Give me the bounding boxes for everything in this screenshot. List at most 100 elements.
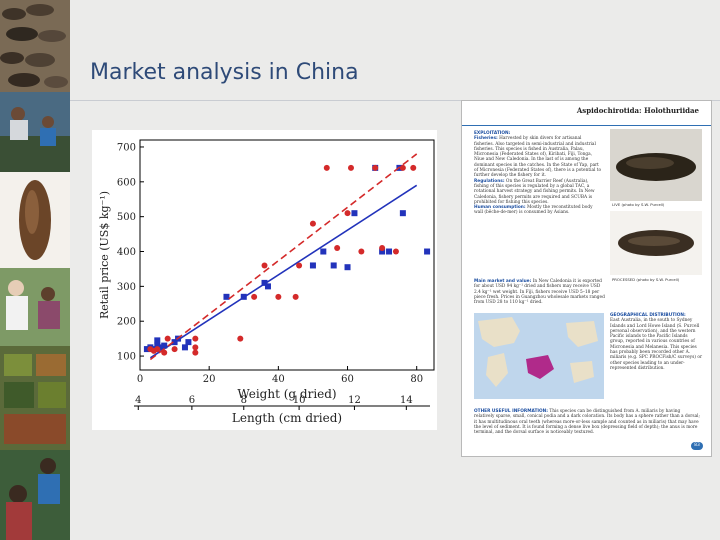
circle-marker (251, 293, 258, 300)
photo-strip (0, 0, 70, 540)
circle-marker (372, 164, 379, 171)
square-marker (330, 262, 337, 269)
live-specimen-photo (610, 129, 702, 201)
circle-marker (192, 335, 199, 342)
exploitation-heading: EXPLOITATION: (474, 131, 511, 136)
species-fact-sheet: Aspidochirotida: Holothuriidae EXPLOITAT… (461, 100, 712, 457)
fact-sheet-header: Aspidochirotida: Holothuriidae (462, 101, 711, 126)
regulations-text: On the Great Barrier Reef (Australia), f… (474, 178, 595, 205)
circle-marker (323, 164, 330, 171)
market-paragraph: Main market and value: In New Caledonia … (474, 279, 606, 305)
length-axis-tick-label: 14 (400, 395, 413, 406)
geographical-section: GEOGRAPHICAL DISTRIBUTION: East Australi… (610, 313, 702, 371)
circle-marker (164, 335, 171, 342)
y-tick-label: 200 (117, 317, 136, 328)
x-tick-label: 20 (203, 374, 216, 385)
length-axis-tick-label: 4 (135, 395, 141, 406)
square-marker (379, 248, 386, 255)
red-dashed-trendline (149, 153, 418, 361)
other-info-paragraph: OTHER USEFUL INFORMATION: This species c… (474, 409, 702, 435)
circle-marker (379, 245, 386, 252)
y-tick-label: 700 (117, 142, 136, 153)
fisheries-text: Harvested by skin divers for artisanal f… (474, 136, 602, 179)
circle-marker (344, 210, 351, 217)
other-info-heading: OTHER USEFUL INFORMATION: (474, 409, 548, 414)
market-baskets-photo (0, 346, 70, 450)
distribution-map (474, 313, 604, 399)
village-people-photo (0, 450, 70, 540)
x-tick-label: 0 (137, 374, 143, 385)
fact-sheet-family: Aspidochirotida: Holothuriidae (576, 106, 699, 115)
interview-photo (0, 268, 70, 346)
circle-marker (237, 335, 244, 342)
square-marker (161, 342, 168, 349)
square-marker (264, 283, 271, 290)
square-marker (424, 248, 431, 255)
page-number: 83 (691, 442, 703, 450)
length-axis-tick-label: 6 (189, 395, 195, 406)
slide-title: Market analysis in China (90, 60, 359, 85)
length-axis-tick-label: 10 (293, 395, 306, 406)
circle-marker (161, 349, 168, 356)
square-marker (399, 210, 406, 217)
circle-marker (358, 248, 365, 255)
length-axis-tick-label: 8 (241, 395, 247, 406)
human-consumption-label: Human consumption: (474, 205, 526, 211)
regulations-label: Regulations: (474, 178, 505, 184)
x-axis-label-weight: Weight (g dried) (237, 387, 336, 401)
square-marker (320, 248, 327, 255)
square-marker (309, 262, 316, 269)
y-tick-label: 100 (117, 352, 136, 363)
processed-photo-caption: PROCESSED (photo by S.W. Purcell) (612, 277, 680, 282)
single-sea-cucumber-photo (0, 172, 70, 268)
circle-marker (296, 262, 303, 269)
square-marker (344, 264, 351, 271)
price-weight-chart: 100 200 300 400 500 600 700 0 20 40 60 80 Retail pri… (92, 130, 437, 430)
square-marker (261, 279, 268, 286)
circle-marker (292, 293, 299, 300)
circle-marker (192, 349, 199, 356)
plot-area (139, 139, 435, 371)
live-photo-caption: LIVE (photo by S.W. Purcell) (612, 202, 665, 207)
fisheries-paragraph: Fisheries: Harvested by skin divers for … (474, 136, 602, 178)
x-tick-label: 60 (341, 374, 354, 385)
exploitation-section: EXPLOITATION: Fisheries: Harvested by sk… (474, 131, 602, 216)
dried-sea-cucumbers-photo (0, 0, 70, 92)
x-tick-label: 40 (272, 374, 285, 385)
y-tick-label: 400 (117, 247, 136, 258)
circle-marker (192, 344, 199, 351)
circle-marker (399, 164, 406, 171)
circle-marker (154, 346, 161, 353)
fishers-photo (0, 92, 70, 172)
square-marker (154, 342, 161, 349)
x-tick-label: 80 (410, 374, 423, 385)
square-marker (157, 344, 164, 351)
market-label: Main market and value: (474, 279, 532, 284)
circle-marker (347, 164, 354, 171)
scatter-plot: 100 200 300 400 500 600 700 0 20 40 60 80 Retail pri… (98, 139, 435, 425)
y-axis-label: Retail price (US$ kg⁻¹) (98, 191, 111, 319)
human-consumption-text: Mostly the reconstituted body wall (bêch… (474, 205, 593, 216)
circle-marker (410, 164, 417, 171)
circle-marker (334, 245, 341, 252)
market-text: In New Caledonia it is exported for abou… (474, 279, 605, 306)
y-tick-label: 300 (117, 282, 136, 293)
square-marker (223, 293, 230, 300)
human-consumption-paragraph: Human consumption: Mostly the reconstitu… (474, 205, 602, 216)
circle-marker (309, 220, 316, 227)
regulations-paragraph: Regulations: On the Great Barrier Reef (… (474, 179, 602, 205)
square-marker (181, 344, 188, 351)
processed-specimen-photo (610, 211, 702, 275)
square-marker (154, 337, 161, 344)
geographical-heading: GEOGRAPHICAL DISTRIBUTION: (610, 313, 686, 318)
geographical-text: East Australia, in the south to Sydney I… (610, 318, 702, 371)
x-axis-label-length: Length (cm dried) (232, 411, 342, 425)
square-marker (143, 346, 150, 353)
other-info-text: This species can be distinguished from A… (474, 409, 700, 436)
circle-marker (171, 346, 178, 353)
circle-marker (261, 262, 268, 269)
circle-marker (392, 248, 399, 255)
y-tick-label: 600 (117, 177, 136, 188)
square-marker (185, 339, 192, 346)
title-divider (70, 100, 720, 101)
